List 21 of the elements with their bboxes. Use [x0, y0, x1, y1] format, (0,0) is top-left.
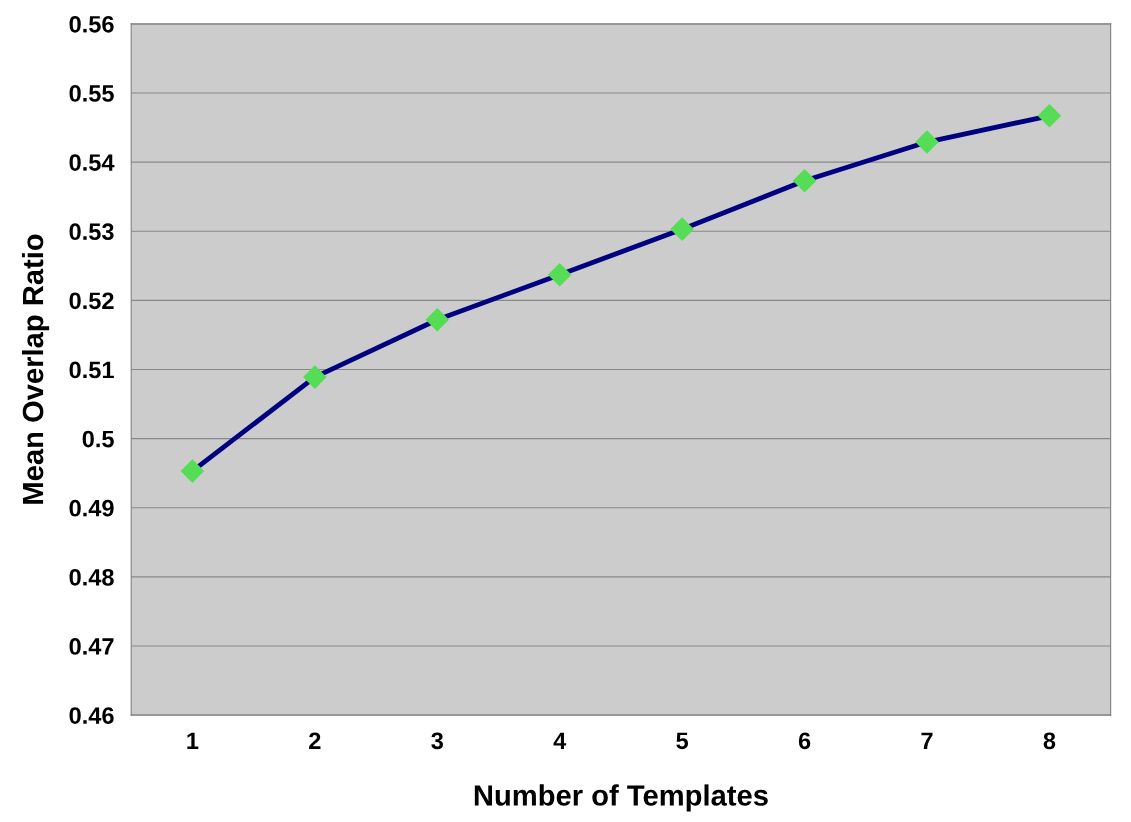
x-tick-label: 7	[921, 732, 933, 749]
y-axis-title: Mean Overlap Ratio	[21, 234, 50, 504]
x-tick-label: 6	[798, 732, 811, 750]
y-tick-label: 0.49	[69, 499, 114, 517]
y-tick-label: 0.51	[69, 361, 114, 379]
y-tick-label: 0.53	[69, 223, 114, 241]
x-tick-label: 2	[309, 732, 321, 749]
y-tick-label: 0.48	[69, 568, 114, 586]
x-tick-label: 3	[431, 732, 443, 750]
y-tick-label: 0.47	[69, 638, 114, 655]
y-tick-label: 0.46	[69, 707, 114, 724]
x-tick-label: 4	[553, 732, 567, 749]
x-tick-label: 5	[676, 732, 689, 750]
y-tick-label: 0.54	[69, 154, 115, 171]
x-axis-title: Number of Templates	[474, 784, 768, 812]
x-tick-label: 1	[187, 732, 199, 749]
x-tick-label: 8	[1043, 732, 1056, 750]
y-tick-label: 0.56	[69, 15, 114, 33]
y-tick-label: 0.55	[69, 85, 114, 102]
y-tick-label: 0.5	[82, 430, 114, 448]
y-tick-label: 0.52	[69, 292, 114, 310]
